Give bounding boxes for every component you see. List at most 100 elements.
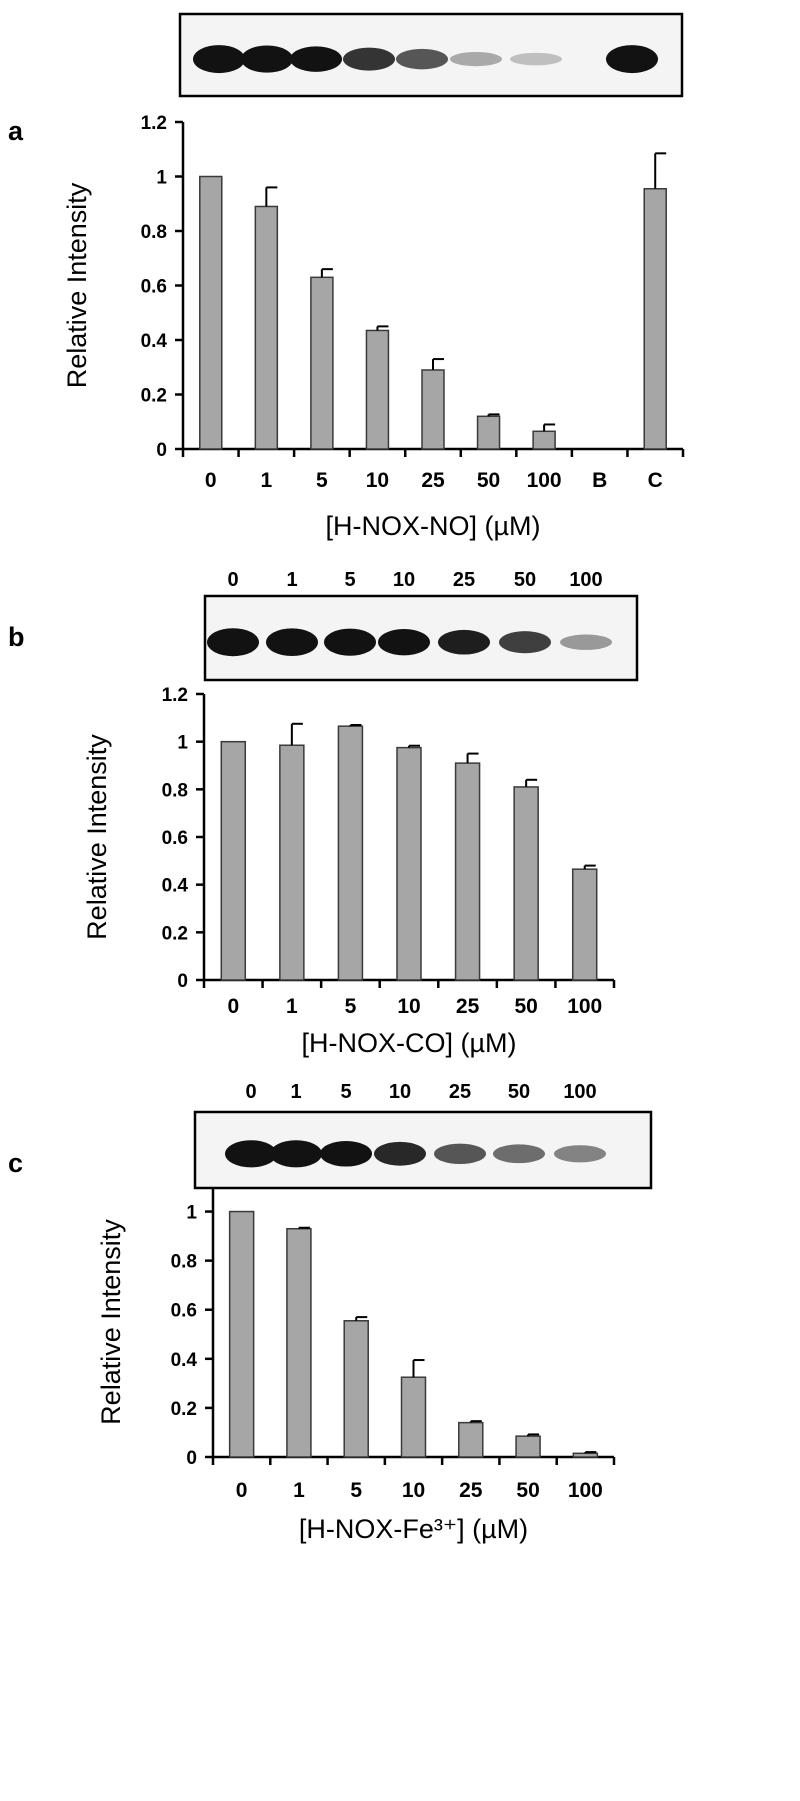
x-tick-label: C [648,469,663,492]
y-tick-label: 0.6 [162,828,188,849]
y-tick-label: 1 [177,733,188,754]
y-tick-label: 0.6 [141,277,167,298]
blot-band [510,52,562,66]
bar [513,786,539,981]
x-tick-label: 100 [567,995,602,1018]
panel-letter: b [8,622,25,652]
x-tick-label: 25 [456,995,480,1018]
x-tick-label: 50 [514,995,537,1018]
x-tick-label: 0 [205,469,217,492]
bar [365,329,390,450]
blot-lane-label: 0 [245,1081,256,1103]
blot-lane-label: 0 [227,569,238,591]
blot-lane-label: 50 [514,569,536,591]
bar [572,1452,599,1458]
y-tick-label: 0 [186,1448,197,1469]
blot-band [554,1145,606,1163]
blot-band [499,631,551,654]
blot-band [207,628,259,657]
blot-band [266,628,318,657]
x-tick-label: 5 [316,469,328,492]
western-blot: 0 1 5 10 25 50 100 [193,1081,653,1190]
x-axis-title: [H-NOX-Fe³⁺] (µM) [299,1514,528,1544]
bar [199,175,223,450]
blot-band [374,1141,426,1166]
blot-lane-label: 25 [449,1081,471,1103]
y-tick-label: 0 [177,971,188,992]
y-axis-title: Relative Intensity [96,1219,126,1425]
y-tick-label: 0.8 [162,780,188,801]
x-tick-label: 1 [260,469,272,492]
x-axis-title: [H-NOX-NO] (µM) [325,511,540,541]
x-tick-label: 10 [402,1479,425,1502]
bar [458,1421,484,1458]
bar [571,868,598,981]
panel-a-figure: a 015102550100BC00.20.40.60.811.20151025… [8,12,685,541]
x-tick-label: 1 [293,1479,305,1502]
bar-chart: 00.20.40.60.810 1 5 10 25 50 100[H-NOX-Fe³⁺] (… [96,1187,616,1544]
x-tick-label: 25 [459,1479,483,1502]
bar [286,1227,312,1458]
blot-lane-label: 1 [290,1081,301,1103]
blot-band [193,45,245,74]
y-tick-label: 0.2 [171,1399,197,1420]
blot-lane-label: 5 [340,1081,351,1103]
blot-band [493,1144,545,1164]
blot-band [606,45,658,74]
bar [400,1376,427,1458]
bar [220,740,247,981]
y-tick-label: 0.8 [171,1252,197,1273]
x-tick-label: B [592,469,607,492]
y-tick-label: 0.4 [141,331,168,352]
panel-a: a 015102550100BC00.20.40.60.811.20151025… [0,0,800,541]
bar [310,276,334,450]
blot-band [560,634,612,650]
y-tick-label: 0.2 [162,923,188,944]
blot-band [241,45,293,73]
blot-band [434,1143,486,1165]
y-tick-label: 0.8 [141,222,167,243]
y-tick-label: 0.6 [171,1301,197,1322]
y-tick-label: 1 [156,168,167,189]
x-tick-label: 10 [397,995,420,1018]
blot-band [320,1141,372,1167]
bar [476,415,501,450]
bar [279,744,305,981]
blot-lane-label: 10 [393,569,415,591]
y-tick-label: 0.4 [162,876,189,897]
x-axis-title: [H-NOX-CO] (µM) [301,1028,516,1058]
bar-chart: 0 0.2 0.4 0.6 0.8 1 1.2 0 1 5 10 25 50 100 [H-NOX-CO] … [82,685,616,1058]
panel-letter: a [8,116,24,146]
blot-band [324,628,376,656]
blot-band [378,629,430,656]
blot-band [290,46,342,72]
x-tick-label: 100 [527,469,562,492]
panel-b-figure: b 0 1 5 10 25 50 100 0 0.2 0.4 0.6 0.8 1 1.2 0 1 5 10 25 50… [8,569,639,1058]
bar [396,746,422,981]
x-tick-label: 100 [568,1479,603,1502]
blot-lane-label: 10 [389,1081,411,1103]
bar [337,725,364,981]
bar [532,430,556,450]
panel-c: c 0 1 5 10 25 50 100 0 0.2 0.4 0.6 0.8 1 0 1 5 10 25 50 100… [0,1080,800,1801]
x-tick-label: 0 [236,1479,248,1502]
blot-band [343,47,395,71]
x-tick-label: 50 [477,469,500,492]
bar [343,1320,369,1458]
western-blot: 0 1 5 10 25 50 100 [203,569,639,682]
x-tick-label: 25 [421,469,445,492]
blot-band [396,48,448,70]
bar-chart: 0 0.2 0.4 0.6 0.8 1 1.2 0 1 5 10 25 50 100 B C [H-NOX-NO… [62,113,685,541]
bar [515,1435,541,1458]
y-tick-label: 1.2 [162,685,188,706]
y-axis-title: Relative Intensity [82,734,112,940]
panel-b: b 0 1 5 10 25 50 100 0 0.2 0.4 0.6 0.8 1 1.2 0 1 5 10 25 50… [0,540,800,1080]
x-tick-label: 0 [227,995,239,1018]
x-tick-label: 10 [366,469,389,492]
blot-lane-label: 5 [344,569,355,591]
blot-lane-label: 25 [453,569,475,591]
panel-letter: c [8,1148,23,1178]
x-tick-label: 5 [350,1479,362,1502]
